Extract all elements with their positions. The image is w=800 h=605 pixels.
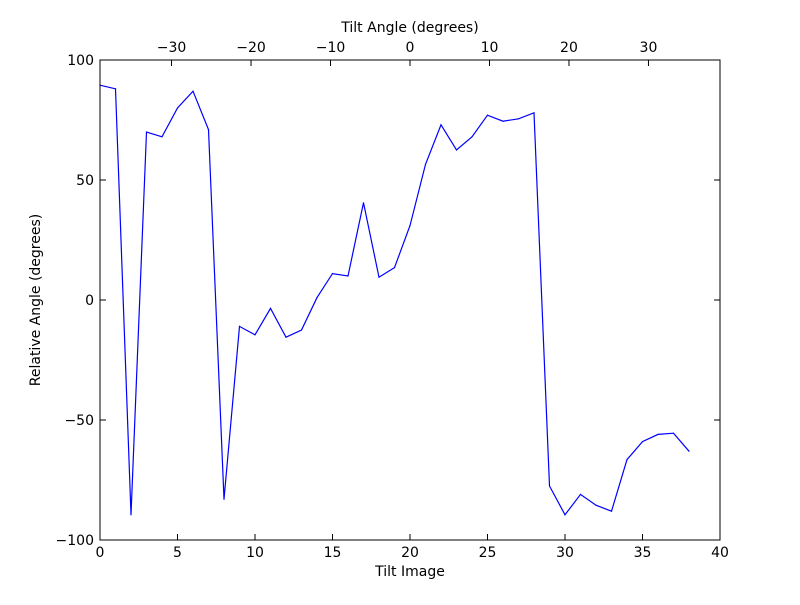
data-point	[548, 485, 551, 487]
top-x-tick-label: −10	[316, 40, 346, 56]
x-tick-label: 35	[634, 545, 652, 561]
top-x-tick-label: −30	[157, 40, 187, 56]
data-point	[564, 514, 566, 516]
data-point	[657, 433, 659, 435]
chart-marks: 0 5 10 15 20 25 30 35 40−30 −20 −10 0 10 20 30−100−500…	[56, 40, 729, 561]
data-point	[502, 120, 504, 122]
data-point	[440, 124, 442, 126]
top-x-tick-label: 30	[640, 40, 658, 56]
data-point	[254, 334, 256, 336]
data-point	[207, 129, 210, 131]
data-point	[471, 136, 473, 138]
y-tick-label: 50	[76, 173, 94, 189]
data-point	[688, 450, 690, 452]
data-point	[238, 325, 241, 327]
data-point	[517, 118, 520, 120]
data-point	[114, 88, 117, 90]
x-tick-label: 15	[324, 545, 342, 561]
plot-frame	[99, 59, 721, 541]
data-point	[161, 136, 163, 138]
y-tick-label: 0	[85, 293, 94, 309]
x-tick-label: 0	[96, 545, 105, 561]
data-point	[641, 441, 644, 443]
data-point	[424, 163, 427, 165]
top-x-tick-label: 0	[406, 40, 415, 56]
data-point	[223, 498, 225, 500]
data-point	[285, 336, 287, 338]
x-axis-label: Tilt Image	[374, 564, 445, 580]
x-tick-label: 25	[479, 545, 497, 561]
top-x-tick-label: 20	[560, 40, 578, 56]
data-point	[347, 275, 349, 277]
data-point	[595, 504, 597, 506]
data-point	[486, 114, 489, 116]
data-point	[579, 493, 582, 495]
x-tick-label: 10	[246, 545, 264, 561]
data-point	[455, 149, 458, 151]
y-axis-label: Relative Angle (degrees)	[28, 214, 44, 386]
top-x-tick-label: 10	[481, 40, 499, 56]
data-point	[362, 202, 365, 204]
data-point	[316, 297, 318, 299]
data-point	[130, 514, 132, 516]
data-point	[378, 276, 380, 278]
data-point	[626, 459, 628, 461]
data-point	[192, 90, 194, 92]
data-point	[176, 107, 179, 109]
data-point	[269, 307, 272, 309]
top-x-tick-label: −20	[236, 40, 266, 56]
data-point	[300, 329, 303, 331]
data-point	[672, 432, 675, 434]
data-point	[409, 225, 411, 227]
plot-background	[100, 60, 720, 540]
y-tick-label: −100	[56, 533, 94, 549]
top-x-axis-label: Tilt Angle (degrees)	[340, 20, 478, 36]
data-point	[331, 273, 334, 275]
data-point	[393, 267, 396, 269]
x-tick-label: 20	[401, 545, 419, 561]
x-tick-label: 30	[556, 545, 574, 561]
y-tick-label: −50	[64, 413, 94, 429]
x-tick-label: 40	[711, 545, 729, 561]
data-point	[610, 510, 613, 512]
data-point	[145, 131, 148, 133]
y-tick-label: 100	[67, 53, 94, 69]
data-point	[533, 112, 535, 114]
x-tick-label: 5	[173, 545, 182, 561]
